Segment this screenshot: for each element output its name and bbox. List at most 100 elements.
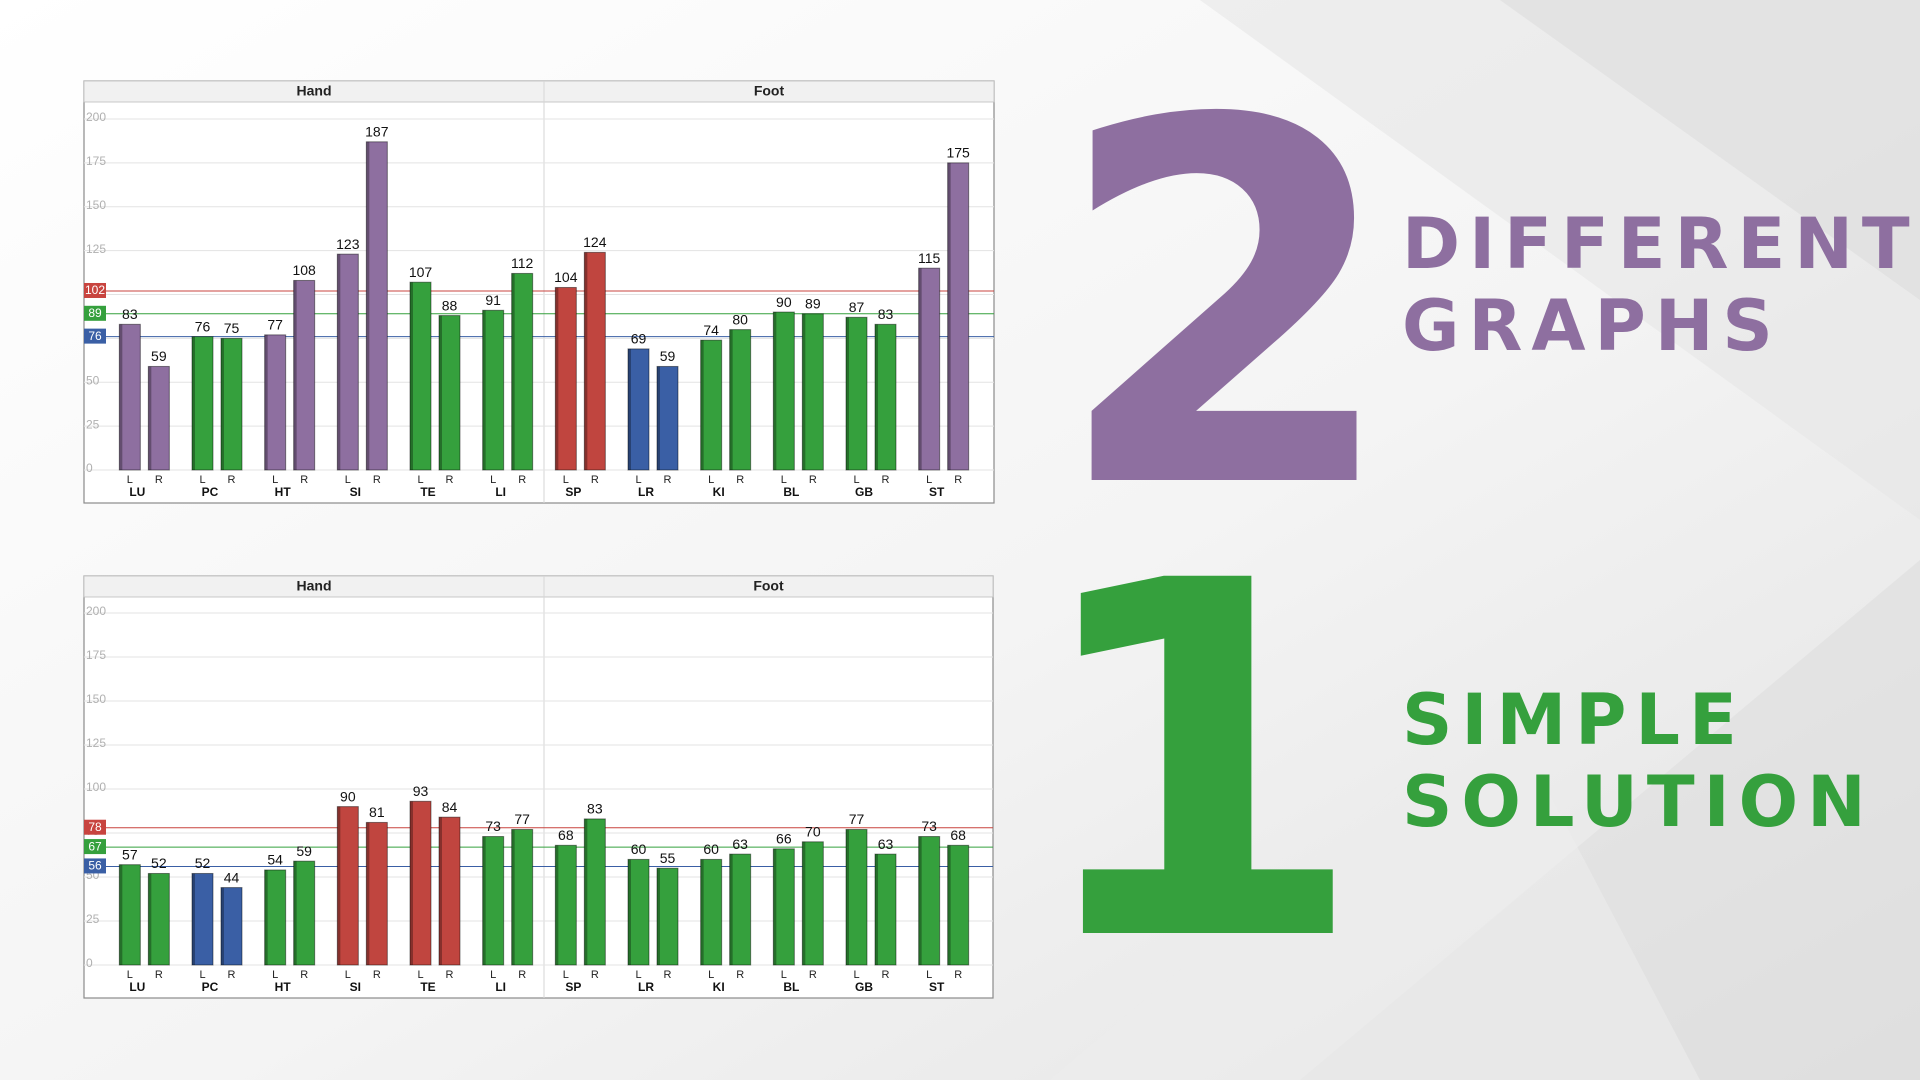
value-label: 52 — [195, 855, 211, 871]
reference-label: 56 — [88, 859, 102, 873]
y-tick-label: 200 — [86, 110, 106, 124]
bar — [947, 844, 970, 966]
headline-line: SOLUTION — [1402, 761, 1875, 843]
headline-line: SIMPLE — [1402, 679, 1746, 761]
series-label: L — [127, 969, 133, 981]
x-tick-label: TE — [420, 485, 435, 499]
x-tick-label: BL — [783, 485, 799, 499]
value-label: 89 — [805, 296, 821, 312]
y-tick-label: 100 — [86, 780, 106, 794]
value-label: 69 — [631, 331, 647, 347]
value-label: 187 — [365, 124, 389, 140]
bar-shade — [875, 324, 878, 470]
value-label: 54 — [267, 852, 283, 868]
y-tick-label: 25 — [86, 417, 100, 431]
y-tick-label: 150 — [86, 198, 106, 212]
series-label: L — [490, 474, 496, 486]
bar — [293, 279, 316, 471]
bar-shade — [439, 315, 442, 470]
bar-shade — [628, 348, 631, 470]
x-tick-label: KI — [713, 980, 725, 994]
series-label: L — [926, 969, 932, 981]
bar-shade — [555, 845, 559, 965]
bar — [482, 836, 505, 966]
value-label: 80 — [732, 311, 748, 327]
series-label: R — [882, 474, 890, 486]
series-label: R — [591, 474, 599, 486]
bar — [409, 800, 432, 966]
panel-title: Foot — [753, 578, 784, 594]
bar-shade — [511, 273, 515, 470]
bar-shade — [584, 252, 588, 470]
series-label: R — [300, 474, 308, 486]
x-tick-label: HT — [275, 980, 292, 994]
bar-shade — [729, 854, 733, 965]
bar-shade — [947, 845, 951, 965]
series-label: L — [853, 969, 859, 981]
bar-shade — [802, 313, 806, 470]
series-label: R — [228, 969, 236, 981]
value-label: 83 — [122, 306, 138, 322]
bar — [191, 336, 214, 471]
bar-shade — [366, 141, 370, 470]
bar — [511, 272, 534, 471]
bar — [438, 315, 461, 471]
bar — [264, 334, 287, 471]
x-tick-label: PC — [202, 980, 219, 994]
x-tick-label: SI — [350, 485, 361, 499]
series-label: R — [228, 474, 236, 486]
panel-header — [83, 80, 995, 103]
bar-shade — [148, 366, 152, 470]
series-label: R — [300, 969, 308, 981]
series-label: R — [809, 969, 817, 981]
series-label: R — [446, 474, 454, 486]
reference-label: 89 — [88, 306, 102, 320]
bar-shade — [119, 324, 123, 470]
reference-badge — [84, 305, 106, 321]
x-tick-label: GB — [855, 980, 873, 994]
series-label: L — [926, 474, 932, 486]
bar-shade — [700, 340, 704, 470]
bar — [772, 311, 795, 471]
bar — [918, 267, 941, 471]
bar — [947, 162, 970, 471]
bar-shade — [657, 366, 660, 470]
value-label: 90 — [776, 294, 792, 310]
bar-shade — [918, 836, 922, 965]
value-label: 123 — [336, 236, 360, 252]
value-label: 68 — [950, 827, 966, 843]
panel-title: Foot — [754, 83, 785, 99]
x-tick-label: LI — [495, 485, 506, 499]
series-label: L — [853, 474, 859, 486]
bar-shade — [264, 334, 268, 470]
bar-shade — [918, 268, 922, 470]
charts: Hand Foot 0 25 50 75 100 125 150 175 200 102 89 76 83 L… — [83, 80, 995, 999]
value-label: 76 — [195, 318, 211, 334]
bar — [482, 309, 505, 471]
bar-shade — [729, 329, 733, 470]
value-label: 112 — [511, 255, 534, 271]
bar — [365, 821, 388, 966]
chart: HandFoot0255075100125150175200102897683L… — [83, 80, 995, 504]
bar-shade — [148, 873, 152, 965]
bar — [293, 860, 316, 966]
value-label: 63 — [878, 836, 894, 852]
x-tick-label: LR — [638, 980, 654, 994]
bar-shade — [773, 312, 777, 470]
y-tick-label: 150 — [86, 692, 106, 706]
value-label: 87 — [849, 299, 865, 315]
x-tick-label: HT — [275, 485, 292, 499]
reference-label: 67 — [88, 839, 102, 853]
value-label: 83 — [587, 801, 603, 817]
x-tick-label: SI — [350, 980, 361, 994]
big-number: 1 — [1026, 478, 1367, 1049]
series-label: L — [563, 474, 569, 486]
bar — [918, 836, 941, 966]
bar — [656, 365, 679, 471]
y-tick-label: 125 — [86, 736, 106, 750]
bar — [583, 818, 606, 966]
headline-line: DIFFERENT — [1402, 203, 1919, 285]
bar-shade — [482, 310, 486, 470]
y-tick-label: 175 — [86, 648, 106, 662]
bar-shade — [846, 829, 849, 965]
